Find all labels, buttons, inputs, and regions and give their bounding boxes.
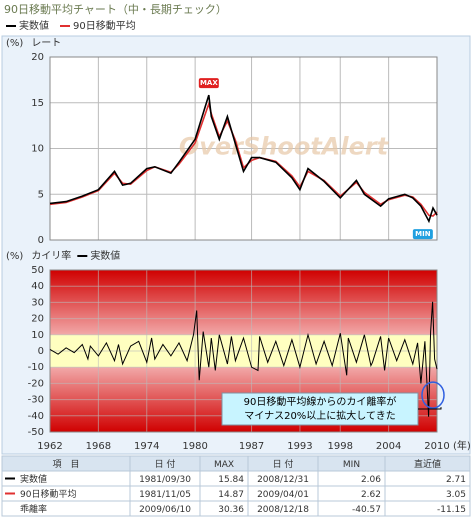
x-tick-label: 2004 bbox=[376, 441, 401, 452]
table-header: 日 付 bbox=[273, 459, 294, 470]
y-tick-label: 20 bbox=[31, 314, 44, 325]
x-tick-label: 1980 bbox=[182, 441, 207, 452]
table-cell bbox=[384, 500, 471, 517]
y-tick-label: -30 bbox=[28, 395, 44, 406]
x-tick-label: 1974 bbox=[134, 441, 159, 452]
table-cell-text: 2.06 bbox=[361, 475, 381, 485]
table-cell-text: 2008/12/18 bbox=[257, 505, 309, 515]
callout-box bbox=[221, 392, 419, 426]
table-cell-text: 1981/09/30 bbox=[139, 475, 191, 485]
x-tick-label: 2010 bbox=[424, 441, 449, 452]
table-header: MIN bbox=[343, 460, 360, 470]
table-cell-text: -40.57 bbox=[352, 505, 381, 515]
max-flag bbox=[198, 78, 219, 89]
x-unit: (年) bbox=[453, 439, 471, 452]
table-cell-text: 2.62 bbox=[361, 490, 381, 500]
table-header: MAX bbox=[214, 460, 234, 470]
x-tick-label: 1987 bbox=[239, 441, 264, 452]
x-tick-label: 1962 bbox=[37, 441, 62, 452]
table-cell-text: 2009/06/10 bbox=[139, 505, 191, 515]
legend-label: 実数値 bbox=[90, 249, 120, 262]
y-unit: (%) bbox=[6, 251, 23, 262]
table-cell-text: 90日移動平均 bbox=[20, 488, 76, 500]
y-label: レート bbox=[31, 38, 61, 49]
y-tick-label: 0 bbox=[38, 235, 44, 246]
y-tick-label: -50 bbox=[28, 427, 44, 438]
y-tick-label: -10 bbox=[28, 362, 44, 373]
y-tick-label: 10 bbox=[31, 330, 44, 341]
y-label: カイリ率 bbox=[31, 249, 71, 262]
page-title: 90日移動平均チャート（中・長期チェック） bbox=[4, 2, 227, 16]
callout-text: 90日移動平均線からのカイ離率が bbox=[244, 395, 397, 408]
data-line bbox=[49, 301, 438, 417]
table-header: 項 目 bbox=[52, 459, 79, 470]
table-cell-text: 30.36 bbox=[218, 505, 244, 515]
watermark: OverShootAlert bbox=[179, 133, 390, 161]
plot-border bbox=[49, 56, 438, 241]
table-cell-text: 2009/04/01 bbox=[257, 490, 309, 500]
table-cell-text: 乖離率 bbox=[20, 503, 47, 515]
y-tick-label: 0 bbox=[38, 346, 44, 357]
table-cell-text: 実数値 bbox=[20, 473, 47, 485]
table-cell-text: -11.15 bbox=[437, 505, 466, 515]
x-tick-label: 1993 bbox=[287, 441, 312, 452]
y-tick-label: 40 bbox=[31, 281, 44, 292]
table-cell-text: 2.71 bbox=[446, 475, 466, 485]
table-cell-text: 2008/12/31 bbox=[257, 475, 309, 485]
table-cell-text: 14.87 bbox=[218, 490, 244, 500]
y-tick-label: 15 bbox=[31, 98, 44, 109]
x-tick-label: 1998 bbox=[328, 441, 353, 452]
highlight-ellipse bbox=[421, 381, 445, 409]
table-header: 直近値 bbox=[414, 458, 441, 470]
y-unit: (%) bbox=[6, 38, 23, 49]
y-tick-label: 30 bbox=[31, 297, 44, 308]
y-tick-label: -40 bbox=[28, 411, 44, 422]
legend-label: 実数値 bbox=[19, 19, 49, 32]
data-line bbox=[49, 94, 438, 224]
y-tick-label: 5 bbox=[38, 189, 44, 200]
table-cell-text: 1981/11/05 bbox=[139, 490, 191, 500]
callout-arrow bbox=[418, 407, 442, 410]
min-label: MIN bbox=[415, 230, 431, 238]
y-tick-label: 50 bbox=[31, 265, 44, 276]
table-cell-text: 15.84 bbox=[218, 475, 244, 485]
callout-text: マイナス20%以上に拡大してきた bbox=[244, 409, 395, 422]
table-cell-text: 3.05 bbox=[446, 490, 466, 500]
min-flag bbox=[412, 229, 433, 240]
y-tick-label: 10 bbox=[31, 144, 44, 155]
max-label: MAX bbox=[200, 79, 218, 87]
y-tick-label: 20 bbox=[31, 52, 44, 63]
legend-label: 90日移動平均 bbox=[73, 19, 136, 32]
plot-border bbox=[49, 269, 438, 433]
x-tick-label: 1968 bbox=[86, 441, 111, 452]
table-header: 日 付 bbox=[155, 459, 176, 470]
y-tick-label: -20 bbox=[28, 378, 44, 389]
